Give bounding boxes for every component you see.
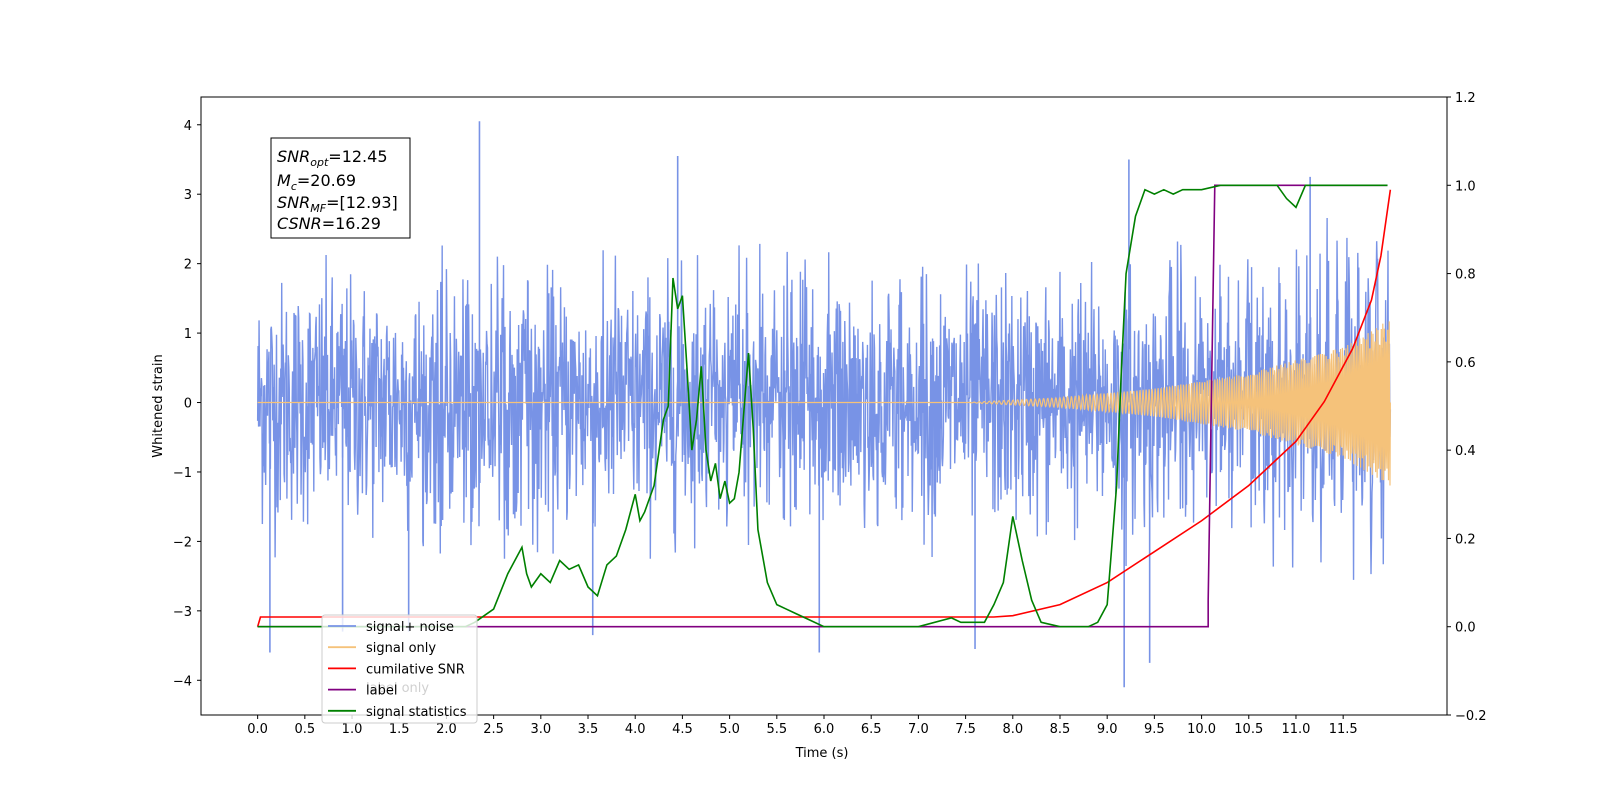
y-tick-label: −1 [173, 466, 192, 481]
legend-entries: signal+ noise signal only cumilative SNR la… [328, 620, 467, 720]
x-tick-label: 0.0 [247, 722, 268, 737]
x-tick-label: 6.0 [814, 722, 835, 737]
y2-tick-label: 0.0 [1455, 621, 1476, 636]
y-tick-label: 1 [184, 327, 192, 342]
legend-frame [321, 614, 478, 724]
x-tick-label: 10.0 [1187, 722, 1216, 737]
x-tick-label: 0.5 [294, 722, 315, 737]
x-tick-label: 3.0 [530, 722, 551, 737]
legend-hidden-entry: label only [366, 681, 429, 696]
x-tick-label: 2.5 [483, 722, 504, 737]
info-snr-opt: SNRopt=12.45 [277, 147, 388, 169]
series-group [256, 121, 1392, 688]
y-tick-label: 3 [184, 188, 192, 203]
axes: 0.0 0.5 1.0 1.5 2.0 2.5 3.0 3.5 4.0 4.5 5.0 5.5 6.0 6… [173, 91, 1487, 737]
signal-statistics-line [257, 184, 1388, 628]
x-tick-label: 2.0 [436, 722, 457, 737]
x-tick-label: 4.0 [625, 722, 646, 737]
y2-tick-label: −0.2 [1455, 709, 1487, 724]
legend: label only signal+ noise signal only cumil… [321, 614, 478, 724]
y-tick-label: −3 [173, 605, 192, 620]
y-tick-label: −4 [173, 674, 192, 689]
info-box: SNRopt=12.45 Mc=20.69 SNRMF=[12.93] CSNR… [270, 137, 411, 239]
x-tick-label: 7.5 [955, 722, 976, 737]
legend-label: signal statistics [366, 705, 467, 720]
y2-tick-label: 1.2 [1455, 91, 1476, 106]
x-tick-label: 11.5 [1329, 722, 1358, 737]
x-tick-label: 1.0 [342, 722, 363, 737]
signal-noise-line [256, 217, 1392, 580]
info-box-frame [270, 137, 411, 239]
legend-label: signal only [366, 641, 436, 656]
info-snr-mf: SNRMF=[12.93] [277, 193, 398, 215]
y-tick-label: 2 [184, 258, 192, 273]
y2-tick-label: 0.6 [1455, 356, 1476, 371]
y2-tick-label: 0.8 [1455, 268, 1476, 283]
y-axis-label: Whitened strain [151, 354, 166, 457]
signal-only-line [257, 321, 1391, 486]
x-tick-label: 11.0 [1281, 722, 1310, 737]
x-axis-label: Time (s) [795, 746, 849, 761]
legend-label: cumilative SNR [366, 662, 465, 677]
x-tick-label: 8.5 [1050, 722, 1071, 737]
y2-tick-label: 0.2 [1455, 532, 1476, 547]
cumulative-snr-line [256, 189, 1392, 627]
y2-tick-label: 1.0 [1455, 179, 1476, 194]
x-tick-label: 6.5 [861, 722, 882, 737]
legend-label: label [366, 684, 397, 699]
y2-tick-label: 0.4 [1455, 444, 1476, 459]
legend-label: signal+ noise [366, 620, 454, 635]
x-tick-label: 7.0 [908, 722, 929, 737]
y-tick-label: −2 [173, 535, 192, 550]
plot-area [256, 121, 1392, 688]
info-csnr: CSNR=16.29 [277, 214, 381, 233]
x-tick-label: 9.0 [1097, 722, 1118, 737]
y-tick-label: 4 [184, 119, 192, 134]
x-tick-label: 1.5 [389, 722, 410, 737]
x-tick-label: 9.5 [1144, 722, 1165, 737]
y-tick-label: 0 [184, 397, 192, 412]
x-tick-label: 10.5 [1234, 722, 1263, 737]
x-tick-label: 8.0 [1002, 722, 1023, 737]
x-tick-label: 3.5 [578, 722, 599, 737]
x-tick-label: 5.0 [719, 722, 740, 737]
x-tick-label: 4.5 [672, 722, 693, 737]
x-tick-label: 5.5 [766, 722, 787, 737]
info-mc: Mc=20.69 [277, 171, 356, 193]
